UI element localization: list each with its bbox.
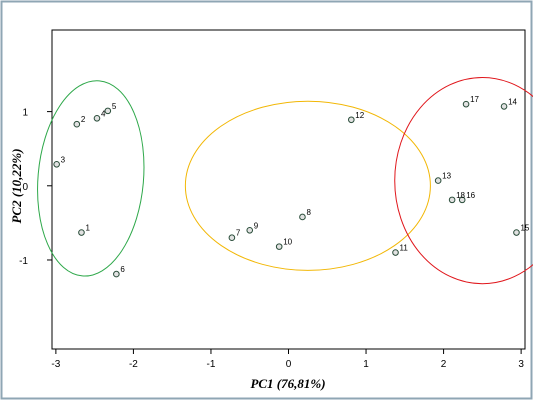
point-label-18: 18 xyxy=(456,191,465,200)
x-tick-label: 1 xyxy=(363,359,369,370)
x-axis-ticks: -3 -2 -1 0 1 2 3 xyxy=(51,349,524,370)
data-point-8 xyxy=(299,213,306,221)
data-point-1 xyxy=(78,229,85,236)
data-point-3 xyxy=(53,160,60,168)
point-label-2: 2 xyxy=(81,115,86,124)
data-point-10 xyxy=(275,243,283,250)
x-axis-label: PC1 (76,81%) xyxy=(250,376,325,391)
y-tick-label: 1 xyxy=(22,108,28,119)
y-axis-label: PC2 (10,22%) xyxy=(9,148,24,223)
point-label-3: 3 xyxy=(61,155,66,164)
x-tick-label: 3 xyxy=(518,359,524,370)
cluster-ellipses xyxy=(37,77,533,285)
point-label-8: 8 xyxy=(306,208,311,217)
point-label-13: 13 xyxy=(442,172,451,181)
point-label-14: 14 xyxy=(508,97,517,106)
x-tick-label: -2 xyxy=(129,359,138,370)
point-label-12: 12 xyxy=(355,111,364,120)
data-point-13 xyxy=(434,177,442,184)
data-point-14 xyxy=(500,103,508,110)
data-point-15 xyxy=(513,229,520,236)
point-label-11: 11 xyxy=(400,244,409,253)
x-tick-label: -3 xyxy=(51,359,60,370)
x-tick-label: 0 xyxy=(286,359,292,370)
data-point-4 xyxy=(93,114,101,122)
cluster-ellipse-2 xyxy=(184,100,431,271)
data-point-16 xyxy=(458,196,466,204)
data-point-6 xyxy=(113,270,120,278)
point-label-17: 17 xyxy=(470,95,479,104)
data-point-17 xyxy=(462,100,470,108)
cluster-ellipse-1 xyxy=(37,80,145,277)
x-tick-label: 2 xyxy=(441,359,447,370)
data-point-9 xyxy=(246,227,254,234)
point-label-10: 10 xyxy=(283,238,292,247)
data-point-11 xyxy=(392,249,399,256)
point-label-15: 15 xyxy=(520,224,529,233)
point-label-16: 16 xyxy=(466,191,475,200)
point-label-9: 9 xyxy=(254,221,259,230)
x-tick-label: -1 xyxy=(207,359,216,370)
cluster-ellipse-3 xyxy=(394,77,533,285)
y-tick-label: 0 xyxy=(22,182,28,193)
point-label-4: 4 xyxy=(101,109,106,118)
point-label-7: 7 xyxy=(236,229,241,238)
data-point-5 xyxy=(104,107,112,115)
y-axis-ticks: 1 0 -1 xyxy=(19,108,52,267)
point-label-6: 6 xyxy=(120,265,125,274)
data-point-7 xyxy=(228,234,236,242)
data-point-18 xyxy=(448,196,456,204)
y-tick-label: -1 xyxy=(19,256,28,267)
point-label-1: 1 xyxy=(85,224,90,233)
data-point-12 xyxy=(348,116,355,124)
data-point-2 xyxy=(73,120,81,128)
point-label-5: 5 xyxy=(112,102,117,111)
